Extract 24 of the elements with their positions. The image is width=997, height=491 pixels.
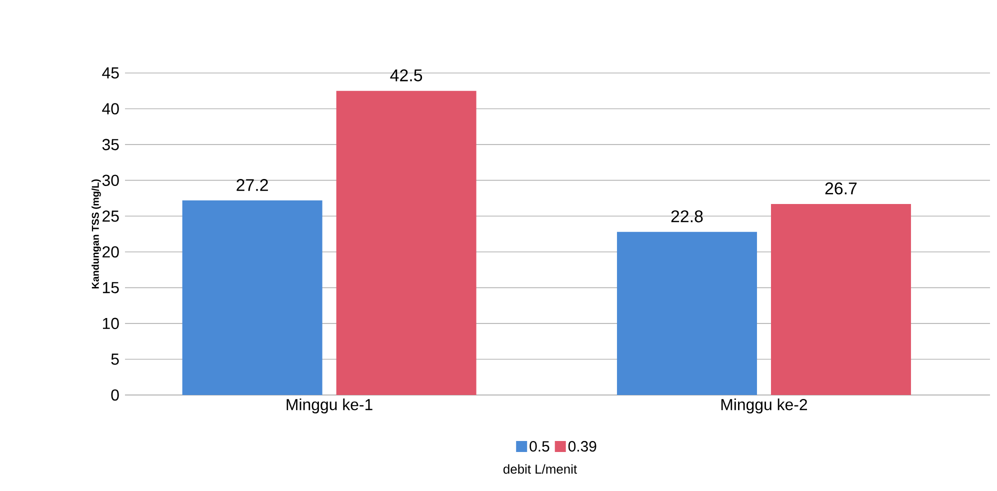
y-axis-title: Kandungan TSS (mg/L) <box>92 179 101 288</box>
y-tick-label: 25 <box>102 210 119 222</box>
bar <box>770 204 911 395</box>
y-tick-label: 45 <box>102 67 119 79</box>
data-label: 42.5 <box>390 69 422 82</box>
x-tick-label: Minggu ke-1 <box>286 398 372 414</box>
y-tick-label: 20 <box>102 246 119 258</box>
data-label: 26.7 <box>825 182 857 194</box>
data-label: 22.8 <box>671 210 703 222</box>
y-tick-label: 5 <box>111 354 119 365</box>
legend-label: 0.5 <box>530 441 550 452</box>
bar <box>182 200 322 395</box>
bar <box>616 232 757 395</box>
bar <box>336 90 476 395</box>
y-tick-label: 10 <box>102 318 119 330</box>
y-tick-label: 30 <box>102 174 119 186</box>
y-tick-label: 0 <box>111 389 119 401</box>
y-tick-label: 15 <box>102 282 119 294</box>
x-tick-label: Minggu ke-2 <box>721 398 808 414</box>
y-tick-label: 35 <box>102 138 119 150</box>
y-tick-label: 40 <box>102 103 119 114</box>
legend-label: 0.39 <box>568 441 596 452</box>
legend-title: debit L/menit <box>503 464 577 474</box>
data-label: 27.2 <box>236 179 268 191</box>
